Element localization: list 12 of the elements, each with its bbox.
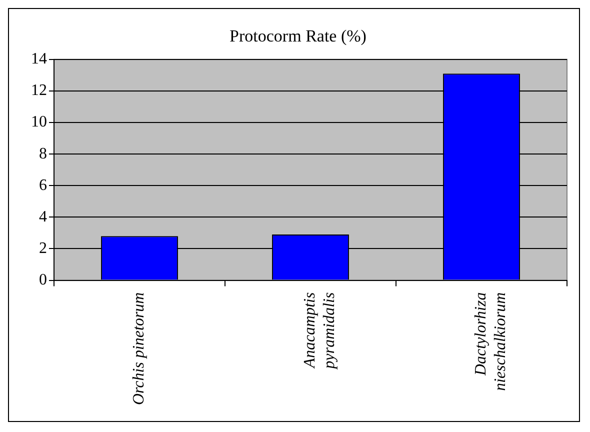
y-tick-label: 0 xyxy=(39,271,47,288)
x-tick-label: Dactylorhiza nieschalkiorum xyxy=(472,292,509,391)
y-tick-label: 12 xyxy=(31,82,47,100)
chart-title: Protocorm Rate (%) xyxy=(230,26,366,46)
x-tick-label: Orchis pinetorum xyxy=(130,292,148,405)
x-tick-label: Anacamptis pyramidalis xyxy=(302,292,338,370)
y-tick-label: 8 xyxy=(39,145,47,162)
y-tick-label: 10 xyxy=(31,114,47,131)
y-tick-label: 4 xyxy=(39,208,47,226)
y-tick-label: 6 xyxy=(39,176,47,194)
y-tick-label: 2 xyxy=(39,240,47,257)
y-tick-label: 14 xyxy=(31,50,47,68)
